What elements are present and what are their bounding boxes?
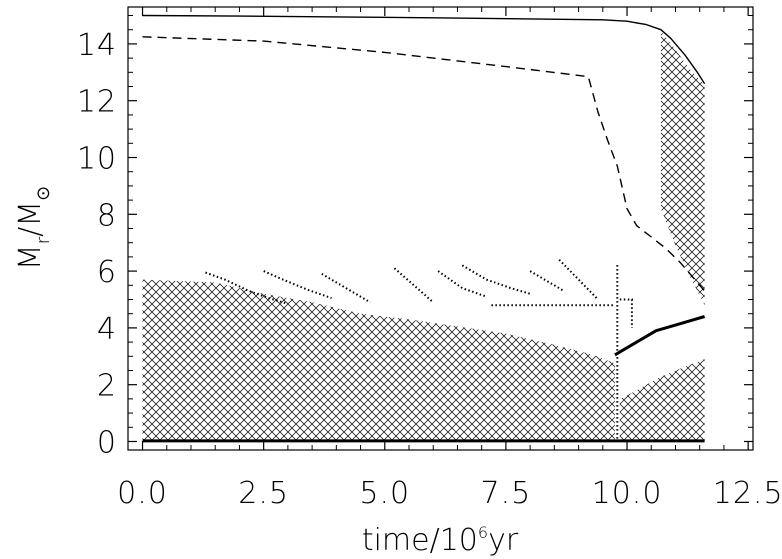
y-tick-label-4: 8	[97, 198, 117, 233]
hatched-regions	[142, 31, 705, 442]
dotted-trace-2	[321, 273, 371, 304]
y-axis-ticks: 0 2 4 6 8 10 12 14	[77, 15, 753, 460]
series-lines	[142, 14, 706, 443]
x-axis-ticks: 0.0 2.5 5.0 7.5 10.0 12.5	[117, 7, 782, 511]
dotted-trace-3	[393, 267, 434, 304]
x-tick-label-1: 2.5	[238, 476, 289, 511]
y-tick-label-6: 12	[77, 85, 117, 120]
y-tick-label-7: 14	[77, 28, 117, 63]
dotted-traces	[205, 259, 633, 439]
y-tick-label-1: 2	[97, 369, 117, 404]
hatched-region-1	[619, 359, 705, 442]
dotted-trace-5	[461, 264, 531, 295]
series-line-3	[614, 315, 706, 357]
dotted-trace-10	[619, 298, 633, 328]
series-line-1	[142, 36, 706, 292]
x-axis-label: time/106yr	[362, 523, 519, 558]
dotted-trace-1	[263, 270, 332, 300]
x-tick-label-3: 7.5	[481, 476, 532, 511]
dotted-trace-6	[529, 270, 565, 292]
y-tick-label-3: 6	[97, 255, 117, 290]
y-tick-label-0: 0	[97, 425, 117, 460]
hatched-region-0	[142, 279, 615, 442]
x-tick-label-4: 10.0	[592, 476, 663, 511]
dotted-trace-4	[437, 270, 487, 298]
x-tick-label-0: 0.0	[117, 476, 168, 511]
y-axis-label: Mr/M⊙	[13, 186, 54, 270]
dotted-trace-7	[558, 259, 599, 301]
hatched-region-2	[660, 31, 705, 306]
series-line-0	[142, 14, 706, 85]
x-tick-label-5: 12.5	[713, 476, 782, 511]
y-tick-label-5: 10	[77, 142, 117, 177]
y-tick-label-2: 4	[97, 312, 117, 347]
x-tick-label-2: 5.0	[359, 476, 410, 511]
